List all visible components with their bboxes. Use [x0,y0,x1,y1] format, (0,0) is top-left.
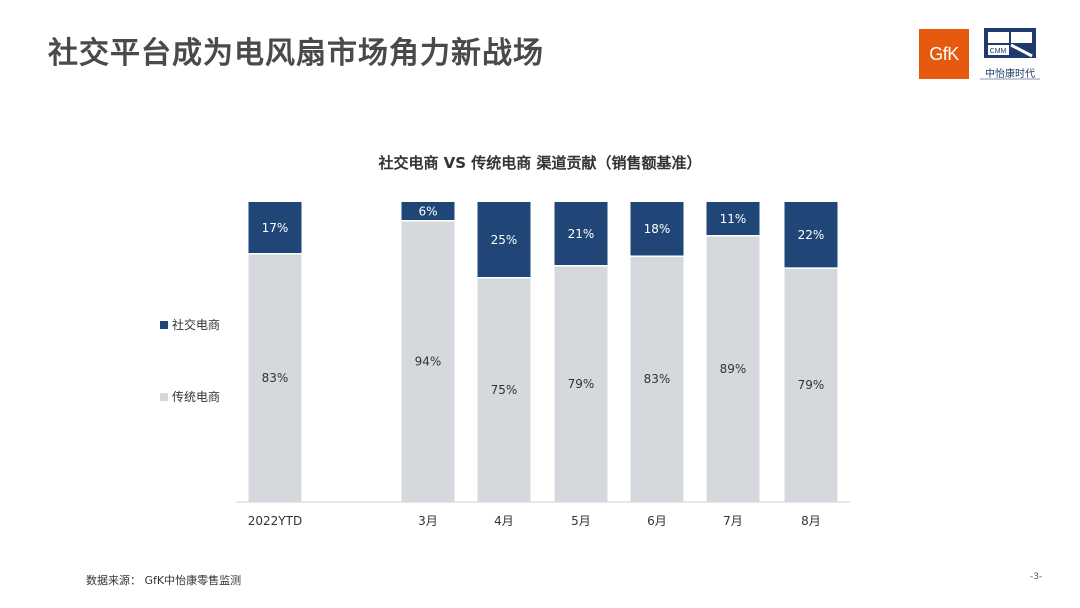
data-label-social: 25% [491,233,518,247]
legend-item-traditional: 传统电商 [160,388,220,405]
gfk-logo: GfK [919,29,969,79]
data-label-traditional: 83% [644,372,671,386]
data-label-traditional: 83% [262,371,289,385]
bar-segment-social [477,202,531,277]
x-tick-label: 8月 [801,514,821,528]
bar-segment-social [554,202,608,265]
bar-segment-social [630,202,684,256]
legend-label-social: 社交电商 [172,318,221,332]
cmm-logo-name: 中怡康时代 [985,69,1035,80]
legend-swatch-traditional [160,392,168,401]
cmm-logo: CMM 中怡康时代 [980,27,1040,85]
x-tick-label: 7月 [723,514,743,528]
data-label-traditional: 79% [798,378,825,392]
data-label-traditional: 89% [720,362,747,376]
data-label-traditional: 79% [568,377,595,391]
data-label-social: 11% [720,212,747,226]
cmm-logo-underline [980,78,1040,80]
data-label-social: 22% [798,228,825,242]
x-tick-label: 6月 [647,514,667,528]
chart-title: 社交电商 VS 传统电商 渠道贡献（销售额基准） [378,154,702,172]
legend: 社交电商 传统电商 [160,316,220,460]
page-title: 社交平台成为电风扇市场角力新战场 [48,36,544,71]
data-label-social: 17% [262,221,289,235]
bar-segment-traditional [784,268,838,502]
data-label-traditional: 75% [491,383,518,397]
x-tick-label: 2022YTD [248,514,302,528]
source-note: 数据来源： GfK中怡康零售监测 [86,574,242,587]
bar-segment-social [401,202,455,220]
cmm-logo-mark: CMM [984,28,1036,58]
bar-segment-traditional [477,278,531,502]
bar-segment-traditional [630,256,684,502]
legend-item-social: 社交电商 [160,316,220,333]
data-label-social: 21% [568,227,595,241]
x-tick-label: 5月 [571,514,591,528]
bar-segment-social [784,202,838,268]
data-label-social: 18% [644,222,671,236]
x-tick-label: 3月 [418,514,438,528]
bar-segment-traditional [554,266,608,502]
bar-segment-social [248,202,302,253]
bar-segment-traditional [401,221,455,502]
bar-segment-traditional [248,254,302,502]
legend-swatch-social [160,320,168,329]
bar-segment-social [706,202,760,235]
cmm-logo-text: CMM [990,48,1007,55]
page-number: -3- [1030,572,1043,582]
bar-segment-traditional [706,236,760,502]
x-tick-label: 4月 [494,514,514,528]
data-label-traditional: 94% [415,355,442,369]
data-label-social: 6% [418,205,437,219]
legend-label-traditional: 传统电商 [172,390,221,404]
